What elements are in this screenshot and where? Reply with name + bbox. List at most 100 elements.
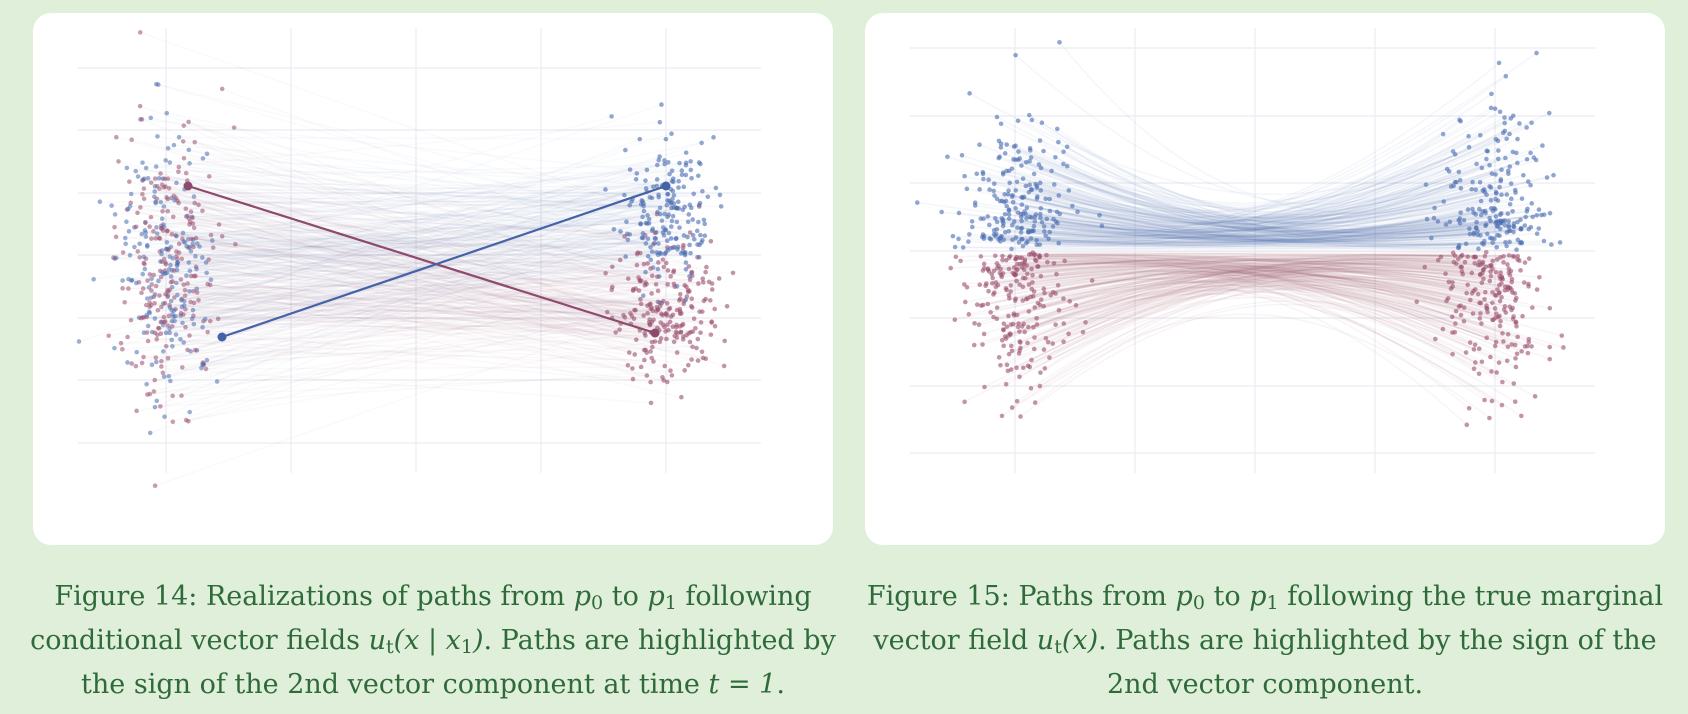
source-point [1026, 252, 1032, 257]
source-point [97, 199, 103, 205]
target-point [645, 213, 650, 218]
source-point [1025, 363, 1031, 369]
path-line [1005, 135, 1470, 238]
source-point [1019, 324, 1025, 329]
target-point [695, 358, 701, 363]
source-point [205, 329, 210, 335]
target-point [1465, 254, 1471, 259]
source-point [1041, 303, 1047, 309]
target-point [644, 373, 650, 378]
target-point [1489, 369, 1494, 374]
target-point [1490, 300, 1495, 306]
path-line [1023, 196, 1506, 246]
path-line [1058, 194, 1521, 246]
target-point [657, 119, 663, 125]
target-point [1501, 260, 1506, 265]
source-point [1005, 192, 1011, 197]
source-point [185, 236, 191, 242]
target-point [651, 317, 656, 323]
path-line [1101, 219, 1501, 241]
source-point [1043, 233, 1048, 238]
path-line [1091, 266, 1512, 311]
target-point [1480, 209, 1486, 214]
target-point [681, 184, 687, 190]
source-point [113, 234, 119, 240]
target-point [689, 269, 695, 275]
target-point [1429, 235, 1434, 241]
source-point [1013, 188, 1019, 193]
path-line [1035, 183, 1545, 233]
target-point [638, 202, 644, 207]
source-point [1018, 230, 1024, 235]
source-point [1044, 252, 1049, 258]
target-point [1482, 238, 1487, 244]
target-point [637, 136, 643, 142]
target-point [1506, 168, 1511, 174]
math-subscript: t [1054, 636, 1062, 658]
source-point [161, 185, 167, 190]
target-point [648, 306, 654, 312]
target-point [1473, 225, 1479, 230]
target-point [1509, 342, 1515, 347]
target-point [702, 221, 708, 227]
path-line [1043, 279, 1510, 351]
path-line [1044, 197, 1523, 240]
target-point [688, 250, 693, 256]
path-line [1041, 280, 1536, 397]
source-point [1028, 294, 1033, 300]
source-point [1019, 265, 1025, 270]
source-point [152, 483, 158, 489]
source-point [1034, 242, 1040, 248]
target-point [688, 167, 694, 173]
target-point [1507, 228, 1513, 233]
source-point [154, 225, 159, 230]
source-point [1006, 216, 1012, 221]
path-line [1033, 269, 1487, 309]
target-point [1469, 270, 1475, 276]
path-line [1033, 270, 1506, 308]
target-point [1514, 247, 1519, 253]
path-line [1043, 269, 1513, 307]
source-point [206, 174, 212, 179]
target-point [689, 303, 694, 309]
target-point [657, 154, 662, 159]
path-line [1001, 184, 1531, 229]
math-marginal-field: ut(x) [1037, 625, 1098, 658]
target-point [712, 306, 717, 312]
source-point [992, 193, 997, 198]
target-point [1499, 294, 1504, 300]
caption-text: . Paths are highlighted by the sign of t… [1098, 625, 1657, 700]
source-point [171, 193, 177, 199]
path-line [1068, 265, 1481, 335]
source-point [1017, 329, 1022, 334]
source-point [200, 324, 205, 330]
target-point [1501, 339, 1506, 344]
source-point [952, 317, 958, 323]
path-line [997, 164, 1490, 234]
source-point [146, 285, 152, 290]
path-line [1019, 261, 1481, 378]
target-point [696, 254, 702, 260]
source-point [194, 286, 200, 292]
target-point [605, 309, 610, 315]
source-point [207, 318, 213, 324]
source-point [157, 236, 163, 241]
source-point [158, 404, 163, 409]
source-point [154, 359, 159, 365]
target-point [1507, 131, 1512, 137]
source-point [998, 121, 1004, 127]
source-point [172, 318, 177, 324]
path-line [1001, 299, 1480, 417]
target-point [704, 264, 709, 270]
source-point [1014, 267, 1019, 273]
source-point [158, 171, 163, 176]
path-line [1002, 171, 1504, 234]
target-point [664, 336, 669, 342]
target-point [634, 262, 640, 268]
source-point [185, 281, 190, 286]
source-point [127, 252, 133, 258]
source-point [167, 330, 172, 336]
source-point [114, 134, 119, 140]
path-line [1008, 230, 1493, 246]
path-line [993, 273, 1480, 318]
